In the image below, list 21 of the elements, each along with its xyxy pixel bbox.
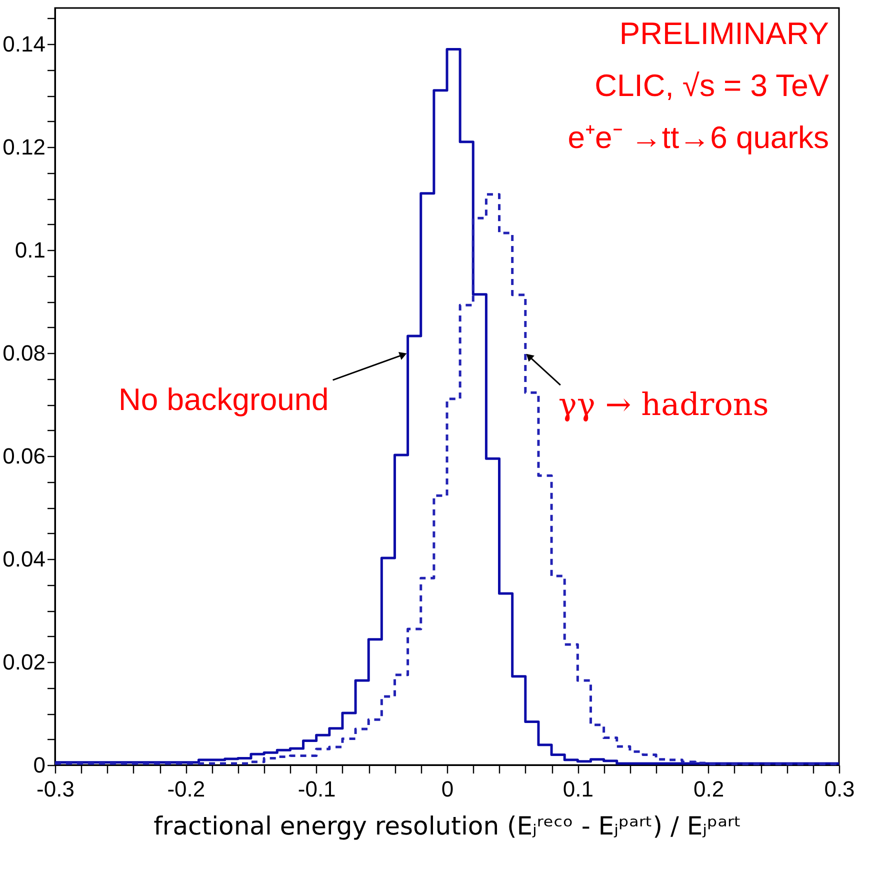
x-tick-label: -0.2 (167, 776, 206, 802)
y-tick-label: 0.14 (2, 32, 46, 57)
annotation: e⁺e⁻ →tt→6 quarks (568, 120, 829, 155)
annotation: CLIC, √s = 3 TeV (594, 68, 830, 103)
y-tick-label: 0 (33, 752, 46, 778)
y-tick-label: 0.06 (2, 444, 46, 469)
x-axis-title: fractional energy resolution (Eⱼʳᵉᶜᵒ - Eⱼᵖᵃʳᵗ) / Eⱼᵖᵃʳᵗ (154, 812, 742, 840)
annotation: γγ → hadrons (558, 387, 769, 424)
x-tick-label: 0.3 (824, 776, 855, 802)
y-tick-label: 0.1 (14, 238, 46, 263)
annotation: PRELIMINARY (619, 16, 829, 51)
x-tick-label: 0.2 (694, 776, 724, 802)
y-tick-label: 0.12 (2, 134, 46, 160)
x-tick-label: -0.1 (298, 776, 336, 802)
annotation: No background (118, 382, 329, 418)
y-tick-label: 0.04 (2, 546, 46, 572)
y-tick-label: 0.08 (2, 340, 46, 366)
x-tick-label: -0.3 (36, 776, 74, 802)
y-tick-label: 0.02 (2, 650, 46, 675)
x-tick-label: 0 (441, 776, 454, 802)
x-tick-label: 0.1 (562, 776, 594, 802)
